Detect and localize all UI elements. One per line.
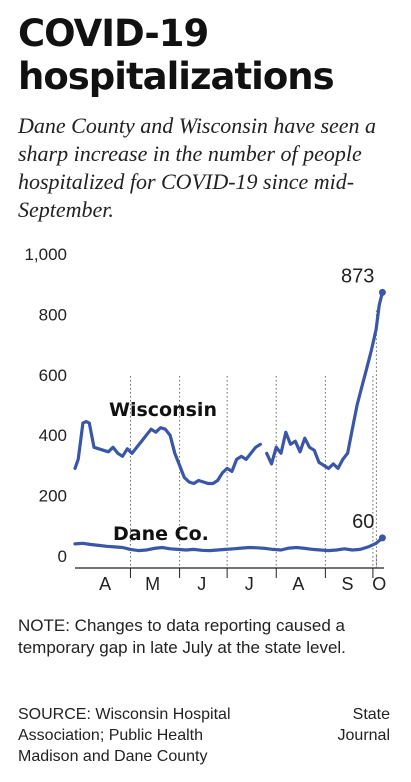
chart-credit: State Journal — [337, 706, 390, 744]
series-group — [73, 288, 386, 553]
series-line-wisconsin — [73, 420, 262, 486]
end-value-label-dane-co: 60 — [352, 511, 374, 533]
chart-note: NOTE: Changes to data reporting caused a… — [18, 616, 346, 657]
x-tick-label: S — [342, 574, 354, 594]
series-label-wisconsin: Wisconsin — [109, 399, 217, 421]
y-tick-label: 600 — [39, 366, 67, 385]
y-tick-label: 0 — [58, 547, 67, 566]
x-tick-label: A — [99, 574, 111, 594]
end-point-dane-co — [378, 534, 386, 542]
y-tick-label: 1,000 — [24, 245, 67, 264]
series-line-dane-co — [73, 536, 384, 553]
end-point-wisconsin — [378, 288, 386, 296]
x-tick-label: J — [197, 574, 206, 594]
x-tick-label: A — [292, 574, 304, 594]
chart-labels: 873 60 Wisconsin Dane Co. — [109, 265, 374, 545]
y-tick-label: 400 — [39, 426, 67, 445]
chart-source: SOURCE: Wisconsin Hospital Association; … — [18, 706, 231, 765]
y-tick-label: 800 — [39, 305, 67, 324]
title-line-1: COVID-19 — [18, 12, 209, 55]
title-line-2: hospitalizations — [18, 55, 335, 98]
y-axis: 0 200 400 600 800 1,000 — [24, 245, 67, 566]
series-label-dane-co: Dane Co. — [113, 523, 209, 545]
y-tick-label: 200 — [39, 487, 67, 506]
x-tick-label: J — [245, 574, 254, 594]
x-tick-label: O — [372, 574, 386, 594]
end-value-label-wisconsin: 873 — [341, 265, 374, 287]
x-tick-label: M — [145, 574, 160, 594]
chart-subtitle: Dane County and Wisconsin have seen a sh… — [18, 113, 377, 222]
chart-title: COVID-19 hospitalizations — [18, 12, 408, 98]
series-line-wisconsin — [265, 290, 384, 470]
